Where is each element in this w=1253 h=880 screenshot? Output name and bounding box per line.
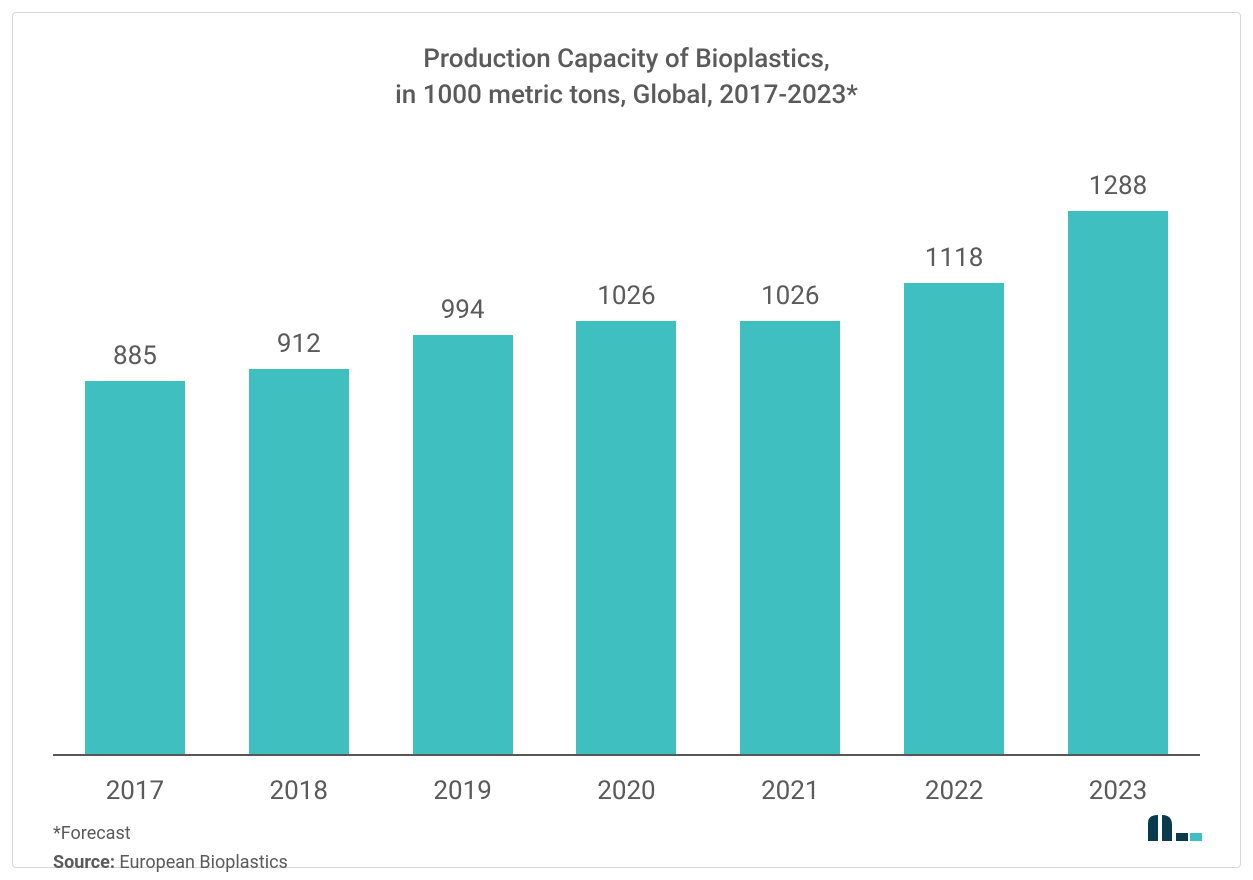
- bar: [904, 283, 1004, 754]
- chart-title-line1: Production Capacity of Bioplastics,: [53, 41, 1200, 77]
- chart-footnotes: *Forecast Source: European Bioplastics: [53, 820, 1200, 878]
- bar: [740, 321, 840, 753]
- bar: [576, 321, 676, 753]
- x-axis-line: [53, 754, 1200, 756]
- chart-title: Production Capacity of Bioplastics, in 1…: [53, 41, 1200, 114]
- x-axis-labels: 2017 2018 2019 2020 2021 2022 2023: [53, 776, 1200, 806]
- bar: [249, 369, 349, 753]
- footnote-forecast: *Forecast: [53, 820, 1200, 849]
- bar-wrap: 1288: [1068, 171, 1168, 754]
- footnote-source-value: European Bioplastics: [115, 852, 288, 873]
- x-axis-tick: 2018: [249, 776, 349, 806]
- footnote-source: Source: European Bioplastics: [53, 849, 1200, 878]
- bar-wrap: 912: [249, 329, 349, 753]
- bar-wrap: 994: [413, 295, 513, 754]
- x-axis-tick: 2021: [740, 776, 840, 806]
- bar: [1068, 211, 1168, 754]
- bar: [413, 335, 513, 754]
- bar-value-label: 1026: [761, 281, 819, 311]
- chart-plot-area: 885 912 994 1026 1026 1118 1288: [53, 166, 1200, 756]
- x-axis-tick: 2022: [904, 776, 1004, 806]
- x-axis-tick: 2017: [85, 776, 185, 806]
- brand-logo-icon: [1146, 811, 1206, 843]
- bar-wrap: 1118: [904, 243, 1004, 754]
- footnote-source-label: Source:: [53, 852, 115, 873]
- bar-value-label: 912: [277, 329, 321, 359]
- bar-value-label: 1288: [1089, 171, 1147, 201]
- bar-wrap: 1026: [576, 281, 676, 753]
- bar: [85, 381, 185, 754]
- bar-wrap: 1026: [740, 281, 840, 753]
- bar-value-label: 1026: [597, 281, 655, 311]
- bar-group: 885 912 994 1026 1026 1118 1288: [53, 166, 1200, 754]
- x-axis-tick: 2023: [1068, 776, 1168, 806]
- bar-value-label: 994: [441, 295, 485, 325]
- bar-value-label: 885: [113, 341, 157, 371]
- x-axis-tick: 2019: [413, 776, 513, 806]
- chart-card: Production Capacity of Bioplastics, in 1…: [12, 12, 1241, 868]
- bar-wrap: 885: [85, 341, 185, 754]
- bar-value-label: 1118: [925, 243, 983, 273]
- chart-title-line2: in 1000 metric tons, Global, 2017-2023*: [53, 77, 1200, 113]
- x-axis-tick: 2020: [576, 776, 676, 806]
